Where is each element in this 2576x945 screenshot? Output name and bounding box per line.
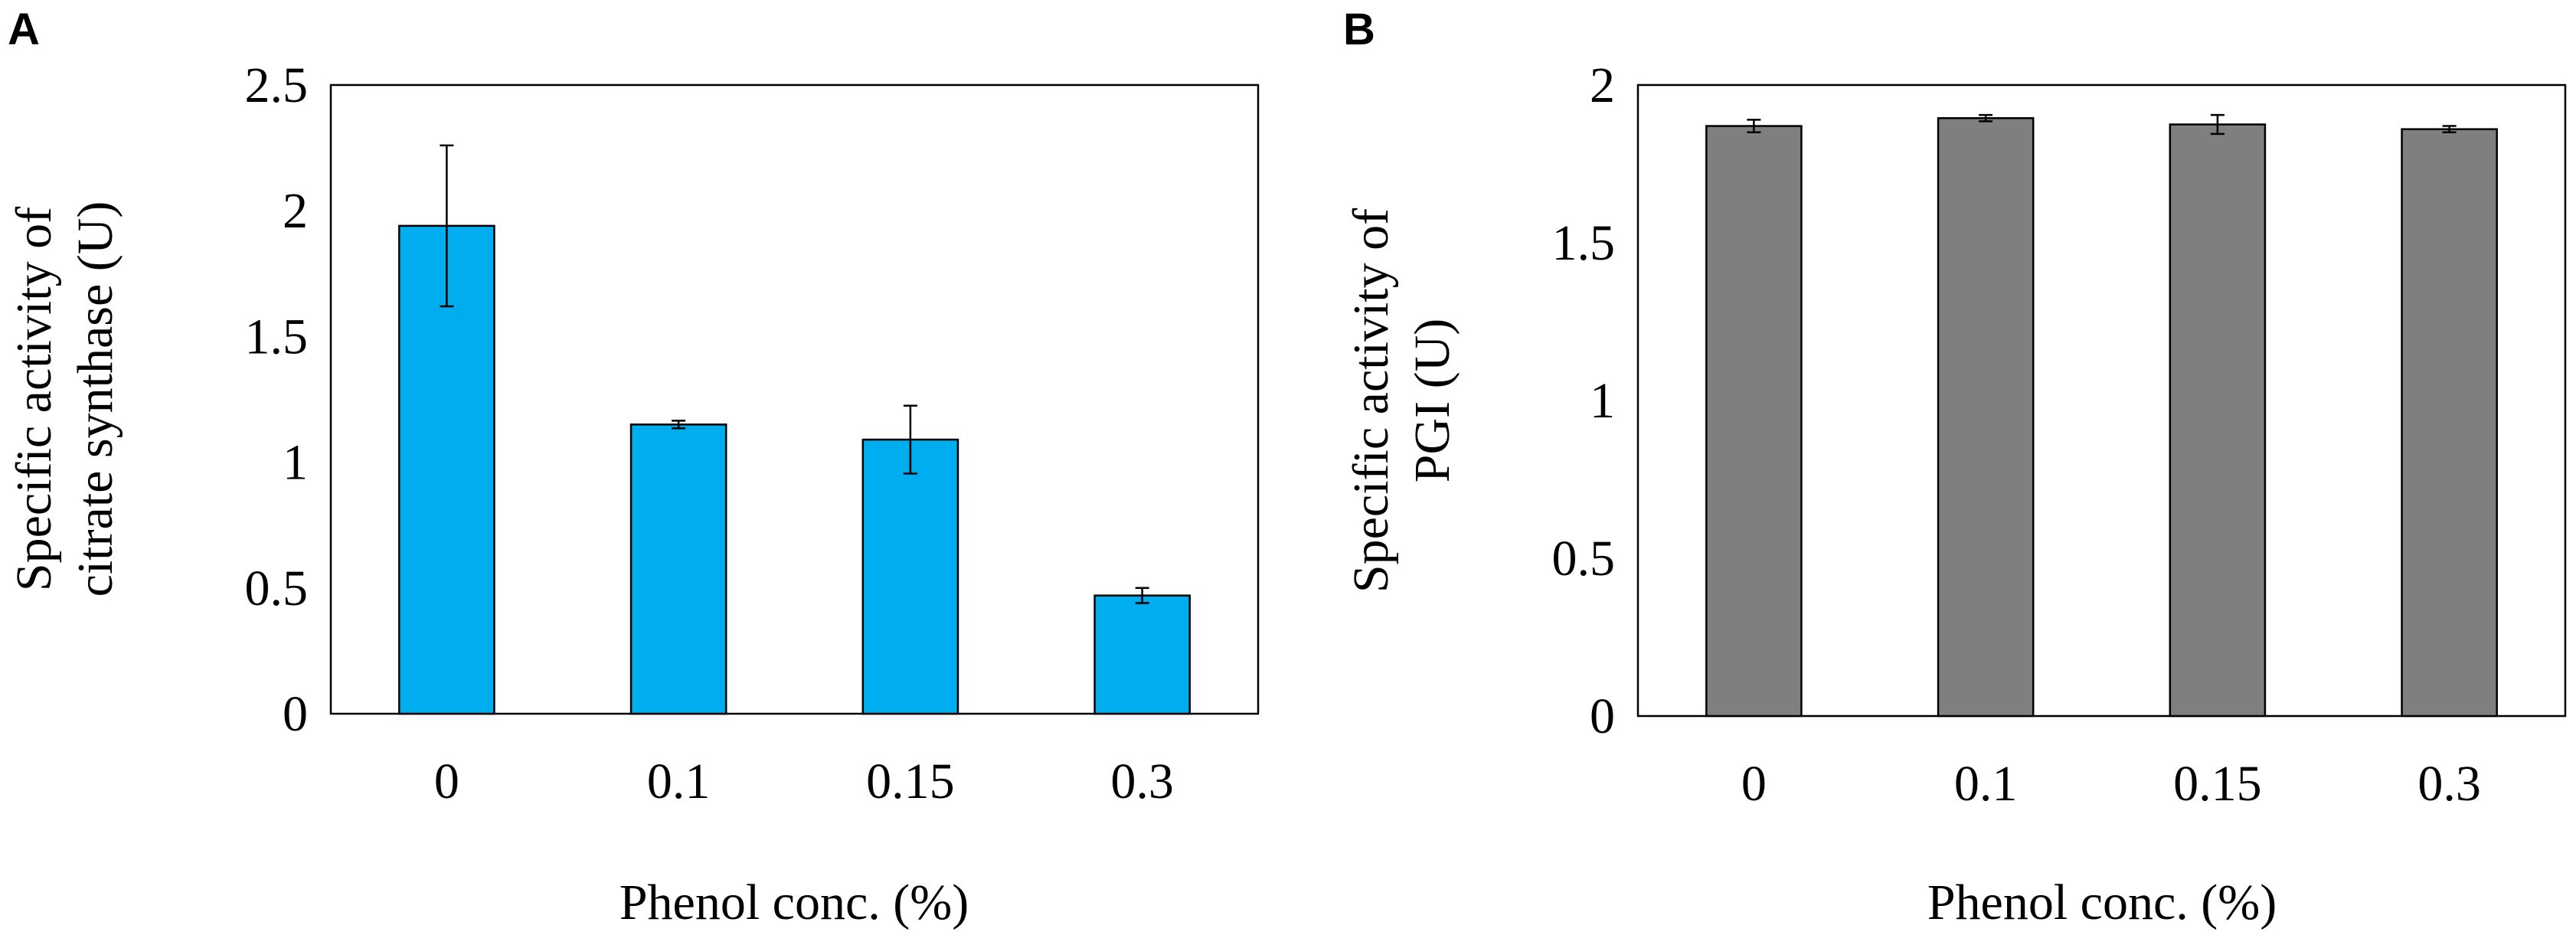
error-bar-a-1 xyxy=(672,420,686,430)
x-tick-label-a: 0.1 xyxy=(647,754,711,809)
x-tick-label-b: 0 xyxy=(1741,756,1767,812)
bar-b-3 xyxy=(2401,128,2498,718)
panel-letter-a: A xyxy=(8,5,40,54)
bar-b-0 xyxy=(1705,125,1803,718)
y-axis-ticks-a: 0 0.5 1 1.5 2 2.5 xyxy=(245,57,309,742)
x-tick-label-a: 0.15 xyxy=(866,754,955,809)
bar-b-2 xyxy=(2169,123,2267,718)
y-tick-label-a: 2.5 xyxy=(245,57,309,113)
x-tick-label-b: 0.1 xyxy=(1954,756,2018,812)
x-tick-label-b: 0.3 xyxy=(2417,756,2481,812)
y-tick-label-b: 0 xyxy=(1590,688,1615,744)
x-axis-title-b: Phenol conc. (%) xyxy=(1927,875,2277,930)
bar-a-3 xyxy=(1093,594,1191,715)
y-axis-title-a-line1: Specific activity of xyxy=(6,207,62,591)
bar-a-1 xyxy=(629,423,727,715)
y-axis-ticks-b: 0 0.5 1 1.5 2 xyxy=(1552,57,1616,744)
error-bar-b-3 xyxy=(2442,125,2457,134)
y-axis-title-b-line1: Specific activity of xyxy=(1343,208,1399,593)
error-bar-a-2 xyxy=(903,404,917,475)
chart-panel-a: A 0 0.5 1 1.5 2 2.5 0 0.1 0.15 0.3 Phenol conc. … xyxy=(6,5,1260,930)
error-bar-b-1 xyxy=(1979,113,1993,123)
error-bar-b-0 xyxy=(1747,119,1761,134)
error-bar-a-0 xyxy=(440,144,454,308)
bar-a-2 xyxy=(861,438,959,715)
x-tick-label-a: 0 xyxy=(434,754,459,809)
y-tick-label-b: 1.5 xyxy=(1552,215,1616,271)
x-axis-ticks-a: 0 0.1 0.15 0.3 xyxy=(434,754,1174,809)
y-tick-label-a: 1.5 xyxy=(245,309,309,365)
x-tick-label-a: 0.3 xyxy=(1110,754,1174,809)
y-tick-label-b: 2 xyxy=(1590,57,1615,113)
y-tick-label-a: 1 xyxy=(283,435,308,491)
error-bar-a-3 xyxy=(1135,587,1149,604)
y-tick-label-b: 0.5 xyxy=(1552,531,1616,587)
y-tick-label-b: 1 xyxy=(1590,373,1615,429)
y-axis-title-b-line2: PGI (U) xyxy=(1404,319,1460,482)
error-bar-b-2 xyxy=(2210,113,2225,136)
x-tick-label-b: 0.15 xyxy=(2173,756,2262,812)
plot-frame-a xyxy=(329,83,1260,715)
panel-letter-b: B xyxy=(1343,5,1375,54)
bars-b xyxy=(1705,113,2498,718)
x-axis-title-a: Phenol conc. (%) xyxy=(619,875,969,930)
bar-b-1 xyxy=(1937,117,2035,718)
y-tick-label-a: 0.5 xyxy=(245,561,309,616)
y-axis-title-a-line2: citrate synthase (U) xyxy=(67,201,123,597)
y-tick-label-a: 0 xyxy=(283,686,308,742)
chart-panel-b: B 0 0.5 1 1.5 2 0 0.1 0.15 0.3 Phenol conc. (%)… xyxy=(1343,5,2567,930)
plot-frame-b xyxy=(1636,83,2567,718)
y-tick-label-a: 2 xyxy=(283,183,308,239)
x-axis-ticks-b: 0 0.1 0.15 0.3 xyxy=(1741,756,2481,812)
bars-a xyxy=(398,144,1191,715)
